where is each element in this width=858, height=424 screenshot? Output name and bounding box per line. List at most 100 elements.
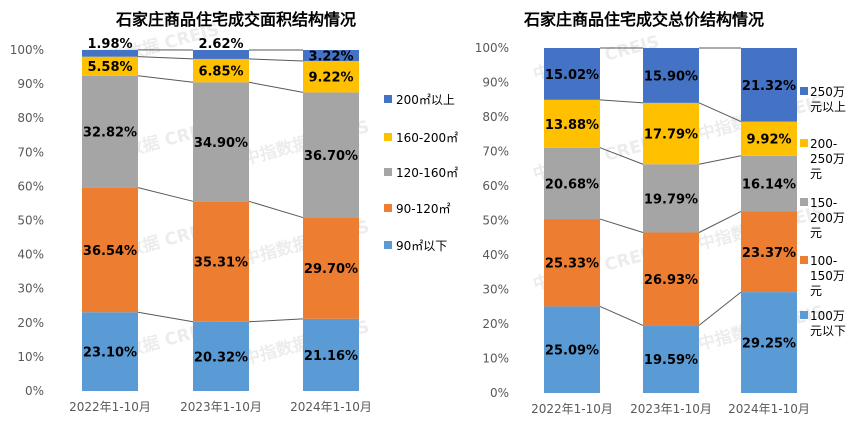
legend-swatch (384, 241, 392, 249)
y-tick-label: 80% (482, 110, 509, 124)
legend-label: 元 (810, 284, 822, 298)
legend-swatch (384, 95, 392, 103)
legend-swatch (800, 87, 808, 95)
legend-label: 200㎡以上 (396, 93, 455, 107)
legend-swatch (800, 198, 808, 206)
data-label: 16.14% (742, 178, 796, 193)
data-label: 32.82% (83, 126, 137, 141)
data-label: 36.54% (83, 244, 137, 259)
data-label: 19.59% (644, 353, 698, 368)
data-label: 17.79% (644, 128, 698, 143)
series-connector-line (248, 318, 304, 323)
data-label: 35.31% (194, 256, 248, 271)
legend-label: 100万 (810, 309, 845, 323)
bar-segment (193, 82, 249, 202)
chart-title: 石家庄商品住宅成交面积结构情况 (115, 10, 356, 29)
legend-label: 150万 (810, 269, 845, 283)
y-tick-label: 20% (17, 316, 44, 330)
legend-label: 250万 (810, 85, 845, 99)
data-label: 26.93% (644, 273, 698, 288)
bar-segment (643, 325, 699, 393)
data-label: 5.58% (87, 60, 132, 75)
series-connector-line (248, 200, 304, 219)
bar-segment (193, 321, 249, 391)
bar-segment (741, 48, 797, 122)
bar-segment (303, 217, 359, 319)
legend-label: 200- (810, 137, 837, 151)
bar-segment (303, 60, 359, 93)
x-category-label: 2024年1-10月 (290, 400, 372, 414)
y-tick-label: 100% (10, 43, 44, 57)
bar-segment (643, 102, 699, 165)
legend-swatch (800, 311, 808, 319)
series-connector-line (698, 155, 742, 165)
series-connector-line (137, 311, 194, 323)
y-tick-label: 40% (482, 248, 509, 262)
y-tick-label: 30% (17, 282, 44, 296)
chart-title: 石家庄商品住宅成交总价结构情况 (523, 10, 764, 29)
data-label: 34.90% (194, 136, 248, 151)
legend-swatch (384, 133, 392, 141)
price-structure-chart: 石家庄商品住宅成交总价结构情况 0% 10% 20% 30% 40% 50% 60% 70% 80… (475, 10, 846, 416)
bar-segment (303, 92, 359, 218)
bar-segment (193, 50, 249, 59)
data-label: 2.62% (198, 37, 243, 52)
legend-label: 元 (810, 167, 822, 181)
series-connector-line (599, 218, 644, 233)
x-category-label: 2022年1-10月 (531, 402, 613, 416)
bar-segment (741, 211, 797, 293)
x-category-label: 2023年1-10月 (180, 400, 262, 414)
bar-segment (643, 48, 699, 103)
y-tick-label: 90% (17, 77, 44, 91)
y-tick-label: 0% (25, 384, 44, 398)
legend-label: 90-120㎡ (396, 202, 451, 216)
legend-label: 元以上 (810, 100, 846, 114)
series-connector-line (137, 187, 194, 202)
bar-segment (741, 155, 797, 212)
data-label: 13.88% (545, 118, 599, 133)
bar-segment (544, 99, 600, 148)
data-label: 15.02% (545, 68, 599, 83)
bar-segment (544, 306, 600, 393)
y-tick-label: 50% (482, 214, 509, 228)
bar-segment (303, 318, 359, 391)
area-structure-chart: 石家庄商品住宅成交面积结构情况 0% 10% 20% 30% 40% 50% 60% 70% 80… (10, 10, 458, 414)
data-label: 21.16% (304, 349, 358, 364)
legend-label: 200万 (810, 211, 845, 225)
y-tick-label: 30% (482, 283, 509, 297)
bar-segment (82, 312, 138, 391)
bar-segment (303, 50, 359, 61)
y-tick-label: 50% (17, 214, 44, 228)
bar-segment (741, 292, 797, 393)
legend-label: 160-200㎡ (396, 131, 458, 145)
x-category-label: 2024年1-10月 (728, 402, 810, 416)
data-label: 15.90% (644, 69, 698, 84)
legend-swatch (384, 204, 392, 212)
bar-segment (741, 121, 797, 156)
y-tick-label: 90% (482, 76, 509, 90)
legend-label: 元以下 (810, 324, 846, 338)
x-category-label: 2023年1-10月 (630, 402, 712, 416)
y-tick-label: 10% (482, 352, 509, 366)
y-tick-label: 40% (17, 248, 44, 262)
legend-label: 元 (810, 226, 822, 240)
y-tick-label: 60% (482, 179, 509, 193)
data-label: 9.92% (746, 133, 791, 148)
bar-segment (193, 201, 249, 322)
legend-label: 150- (810, 196, 837, 210)
y-tick-label: 20% (482, 317, 509, 331)
series-connector-line (698, 291, 742, 326)
data-label: 29.25% (742, 337, 796, 352)
bar-segment (82, 56, 138, 76)
data-label: 25.09% (545, 344, 599, 359)
bar-segment (544, 147, 600, 220)
series-connector-line (599, 99, 644, 104)
bar-segment (82, 49, 138, 57)
legend-swatch (800, 256, 808, 264)
data-label: 6.85% (198, 65, 243, 80)
data-label: 1.98% (87, 37, 132, 52)
y-tick-label: 80% (17, 111, 44, 125)
y-tick-label: 100% (475, 41, 509, 55)
series-connector-line (698, 102, 742, 123)
